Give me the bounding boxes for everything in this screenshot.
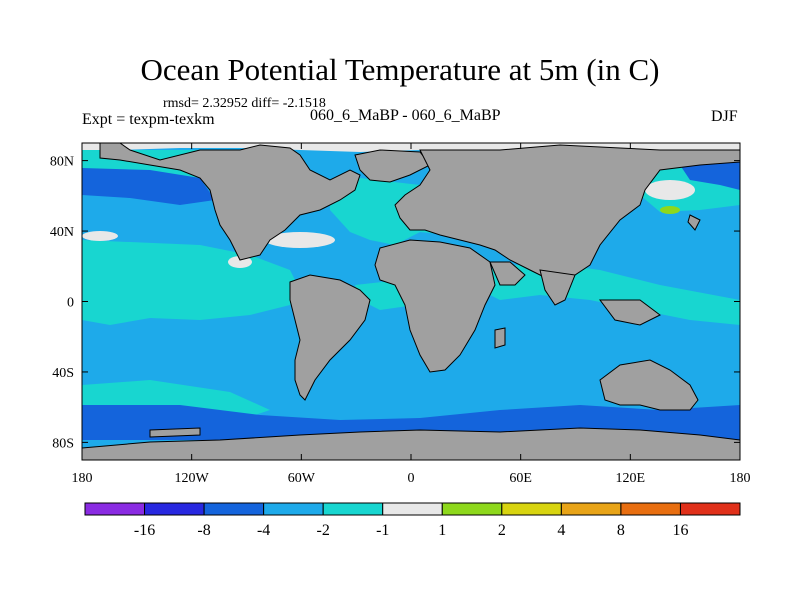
colorbar-label: -4 <box>257 522 270 539</box>
x-tick-label: 0 <box>408 471 415 486</box>
experiment-label: Expt = texpm-texkm <box>82 111 215 128</box>
colorbar-label: -1 <box>376 522 389 539</box>
x-axis: 180 120W 60W 0 60E 120E 180 <box>72 143 751 486</box>
colorbar-swatch <box>263 502 324 516</box>
colorbar-label: 16 <box>672 522 688 539</box>
colorbar-swatch <box>620 502 681 516</box>
y-tick-label: 0 <box>67 296 74 311</box>
period-label: 060_6_MaBP - 060_6_MaBP <box>310 107 501 124</box>
colorbar-swatch <box>501 502 562 516</box>
colorbar-swatch <box>679 502 741 516</box>
y-tick-label: 80S <box>52 436 74 451</box>
x-tick-label: 60W <box>288 471 316 486</box>
landmass-madagascar <box>494 327 506 349</box>
anomaly-blue-east-asia <box>680 160 740 190</box>
anomaly-white-west-pacific <box>82 231 118 241</box>
colorbar-swatch <box>441 502 503 516</box>
landmass-indonesia <box>599 299 661 326</box>
colorbar-label: -8 <box>197 522 210 539</box>
y-tick-label: 40N <box>50 225 74 240</box>
landmass-north-america <box>99 143 361 261</box>
land-masses <box>82 143 740 460</box>
landmass-australia <box>599 359 699 411</box>
colorbar-swatch <box>322 502 384 516</box>
x-tick-label: 60E <box>509 471 532 486</box>
y-tick-label: 40S <box>52 366 74 381</box>
landmass-japan <box>687 214 701 231</box>
x-tick-label: 180 <box>730 471 751 486</box>
x-tick-label: 120E <box>616 471 646 486</box>
colorbar-swatch <box>560 502 622 516</box>
landmass-ross-ice <box>149 427 201 438</box>
landmass-arabia <box>489 261 526 286</box>
colorbar-swatch <box>84 502 146 516</box>
colorbar-label: -2 <box>317 522 330 539</box>
colorbar-label: 4 <box>557 522 565 539</box>
rmsd-diff-stats: rmsd= 2.32952 diff= -2.1518 <box>163 96 326 111</box>
anomaly-white-mid-atlantic <box>265 232 335 248</box>
colorbar-swatch <box>144 502 205 516</box>
x-tick-label: 180 <box>72 471 93 486</box>
anomaly-green-nw-pacific <box>660 206 680 214</box>
colorbar: -16 -8 -4 -2 -1 1 2 4 8 16 <box>84 502 741 539</box>
season-label: DJF <box>711 108 738 125</box>
landmass-india <box>539 269 576 306</box>
x-tick-label: 120W <box>175 471 210 486</box>
anomaly-blue-north-pacific <box>82 168 215 205</box>
map-plot-area <box>82 143 740 460</box>
colorbar-label: 2 <box>498 522 506 539</box>
landmass-south-america <box>289 274 371 401</box>
colorbar-swatch <box>203 502 265 516</box>
colorbar-label: -16 <box>134 522 155 539</box>
colorbar-swatch <box>382 502 443 516</box>
y-tick-label: 80N <box>50 155 74 170</box>
landmass-antarctica <box>82 427 740 460</box>
map-title: Ocean Potential Temperature at 5m (in C) <box>140 52 660 87</box>
colorbar-label: 1 <box>438 522 446 539</box>
landmass-greenland <box>354 149 431 183</box>
anomaly-white-nw-pacific <box>645 180 695 200</box>
y-axis: 80N 40N 0 40S 80S <box>50 155 740 451</box>
landmass-africa <box>374 239 496 373</box>
colorbar-label: 8 <box>617 522 625 539</box>
